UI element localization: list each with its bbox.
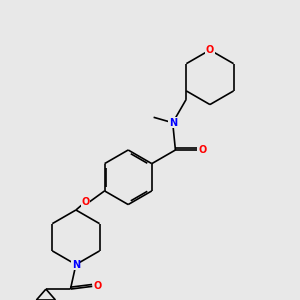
Text: O: O <box>93 281 101 291</box>
Text: N: N <box>169 118 177 128</box>
Text: N: N <box>72 260 80 269</box>
Text: O: O <box>206 45 214 55</box>
Text: O: O <box>198 145 206 155</box>
Text: O: O <box>81 197 90 207</box>
